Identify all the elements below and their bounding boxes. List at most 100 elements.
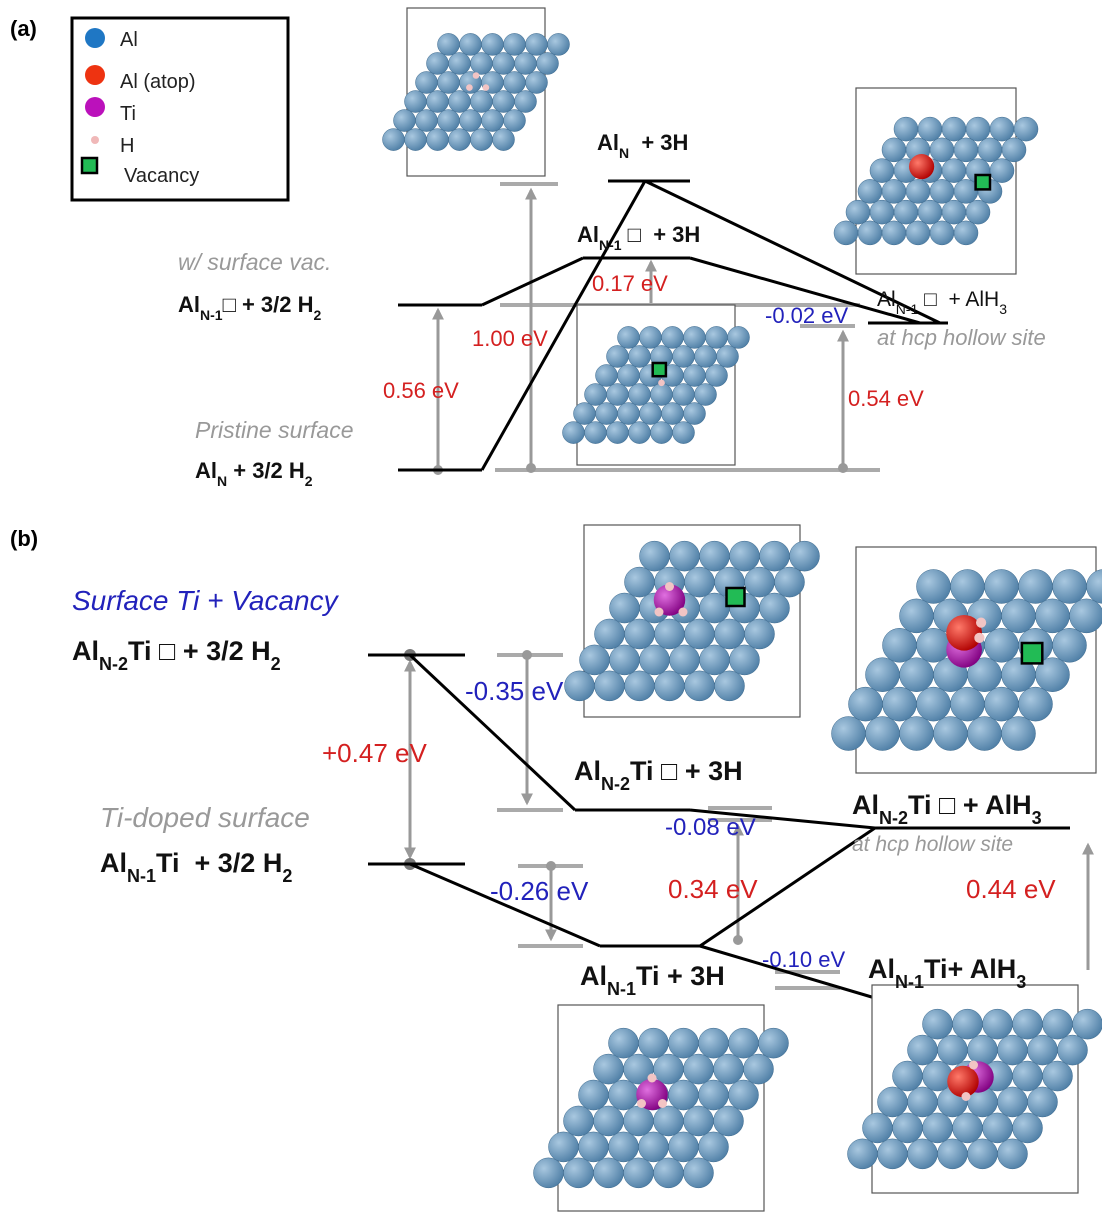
atom <box>618 364 640 386</box>
atom <box>651 422 673 444</box>
atom <box>985 569 1019 603</box>
subscript: N-1 <box>599 237 622 253</box>
atom <box>942 159 966 183</box>
atom <box>878 1087 908 1117</box>
label-part: -0.08 eV <box>665 814 756 841</box>
subscript: 2 <box>305 473 313 489</box>
atom <box>405 91 427 113</box>
atom <box>651 384 673 406</box>
label: -0.02 eV <box>765 303 848 328</box>
atom <box>990 159 1014 183</box>
atom <box>866 717 900 751</box>
atom <box>953 1113 983 1143</box>
atom <box>938 1035 968 1065</box>
dot <box>526 463 536 473</box>
panel-label: (a) <box>10 16 37 41</box>
atom <box>728 326 750 348</box>
atom <box>596 364 618 386</box>
atom <box>894 117 918 141</box>
dot <box>546 861 556 871</box>
vacancy <box>727 588 745 606</box>
atom <box>438 110 460 132</box>
atom <box>585 384 607 406</box>
atom <box>670 541 700 571</box>
atom <box>858 221 882 245</box>
label-part: -0.26 eV <box>490 876 589 906</box>
label-part: Al <box>852 790 879 820</box>
label: -0.35 eV <box>465 676 564 706</box>
atom <box>640 645 670 675</box>
atom <box>471 91 493 113</box>
atom <box>563 422 585 444</box>
atom <box>449 52 471 74</box>
atom <box>493 129 515 151</box>
atom <box>985 687 1019 721</box>
hydrogen <box>655 608 664 617</box>
atom <box>549 1132 579 1162</box>
vacancy <box>1022 643 1042 663</box>
legend-swatch <box>91 136 99 144</box>
atom <box>629 384 651 406</box>
atom <box>900 717 934 751</box>
atom <box>548 33 570 55</box>
atom <box>917 628 951 662</box>
atom <box>394 110 416 132</box>
atom <box>449 91 471 113</box>
atom <box>594 1158 624 1188</box>
atom <box>673 422 695 444</box>
atom <box>654 1054 684 1084</box>
atom <box>640 541 670 571</box>
atom <box>449 129 471 151</box>
atom <box>714 1106 744 1136</box>
label: AlN-2Ti □ + 3H <box>574 756 743 794</box>
atom <box>1019 569 1053 603</box>
atom <box>669 1080 699 1110</box>
label-part: Ti-doped surface <box>100 802 310 833</box>
hydrogen <box>974 633 984 643</box>
atom <box>610 593 640 623</box>
label-part: Al <box>574 756 601 786</box>
label: AlN-1 □ + AlH3 <box>877 288 1007 317</box>
label-part: Ti + 3H <box>636 961 725 991</box>
atom <box>504 33 526 55</box>
subscript: N-1 <box>896 301 919 317</box>
label-part: Al <box>178 292 200 317</box>
label: +0.47 eV <box>322 738 427 768</box>
atom <box>460 110 482 132</box>
label-part: Ti □ + AlH <box>908 790 1032 820</box>
hydrogen <box>969 1061 978 1070</box>
atom <box>1013 1009 1043 1039</box>
legend-label: Al (atop) <box>120 71 196 93</box>
atom <box>684 1106 714 1136</box>
atom <box>607 422 629 444</box>
atom <box>938 1139 968 1169</box>
label: at hcp hollow site <box>877 325 1046 350</box>
atom <box>684 364 706 386</box>
atom <box>618 326 640 348</box>
atom <box>607 345 629 367</box>
atom <box>639 1132 669 1162</box>
subscript: 3 <box>999 301 1007 317</box>
atom <box>983 1113 1013 1143</box>
label-part: -0.02 eV <box>765 303 848 328</box>
atom <box>729 1080 759 1110</box>
legend-label: Ti <box>120 103 136 125</box>
atom <box>1028 1035 1058 1065</box>
label-part: Ti □ + 3H <box>630 756 743 786</box>
atom <box>968 1139 998 1169</box>
atom-atop <box>909 154 934 179</box>
atom <box>870 159 894 183</box>
atom <box>471 129 493 151</box>
atom <box>717 345 739 367</box>
legend-swatch <box>85 65 105 85</box>
atom <box>493 52 515 74</box>
atom <box>744 1054 774 1084</box>
atom <box>715 619 745 649</box>
atom <box>745 567 775 597</box>
label-part: 0.34 eV <box>668 874 758 904</box>
atom <box>849 687 883 721</box>
atom <box>699 1028 729 1058</box>
atom <box>883 687 917 721</box>
atom <box>846 200 870 224</box>
legend-label: H <box>120 135 134 157</box>
